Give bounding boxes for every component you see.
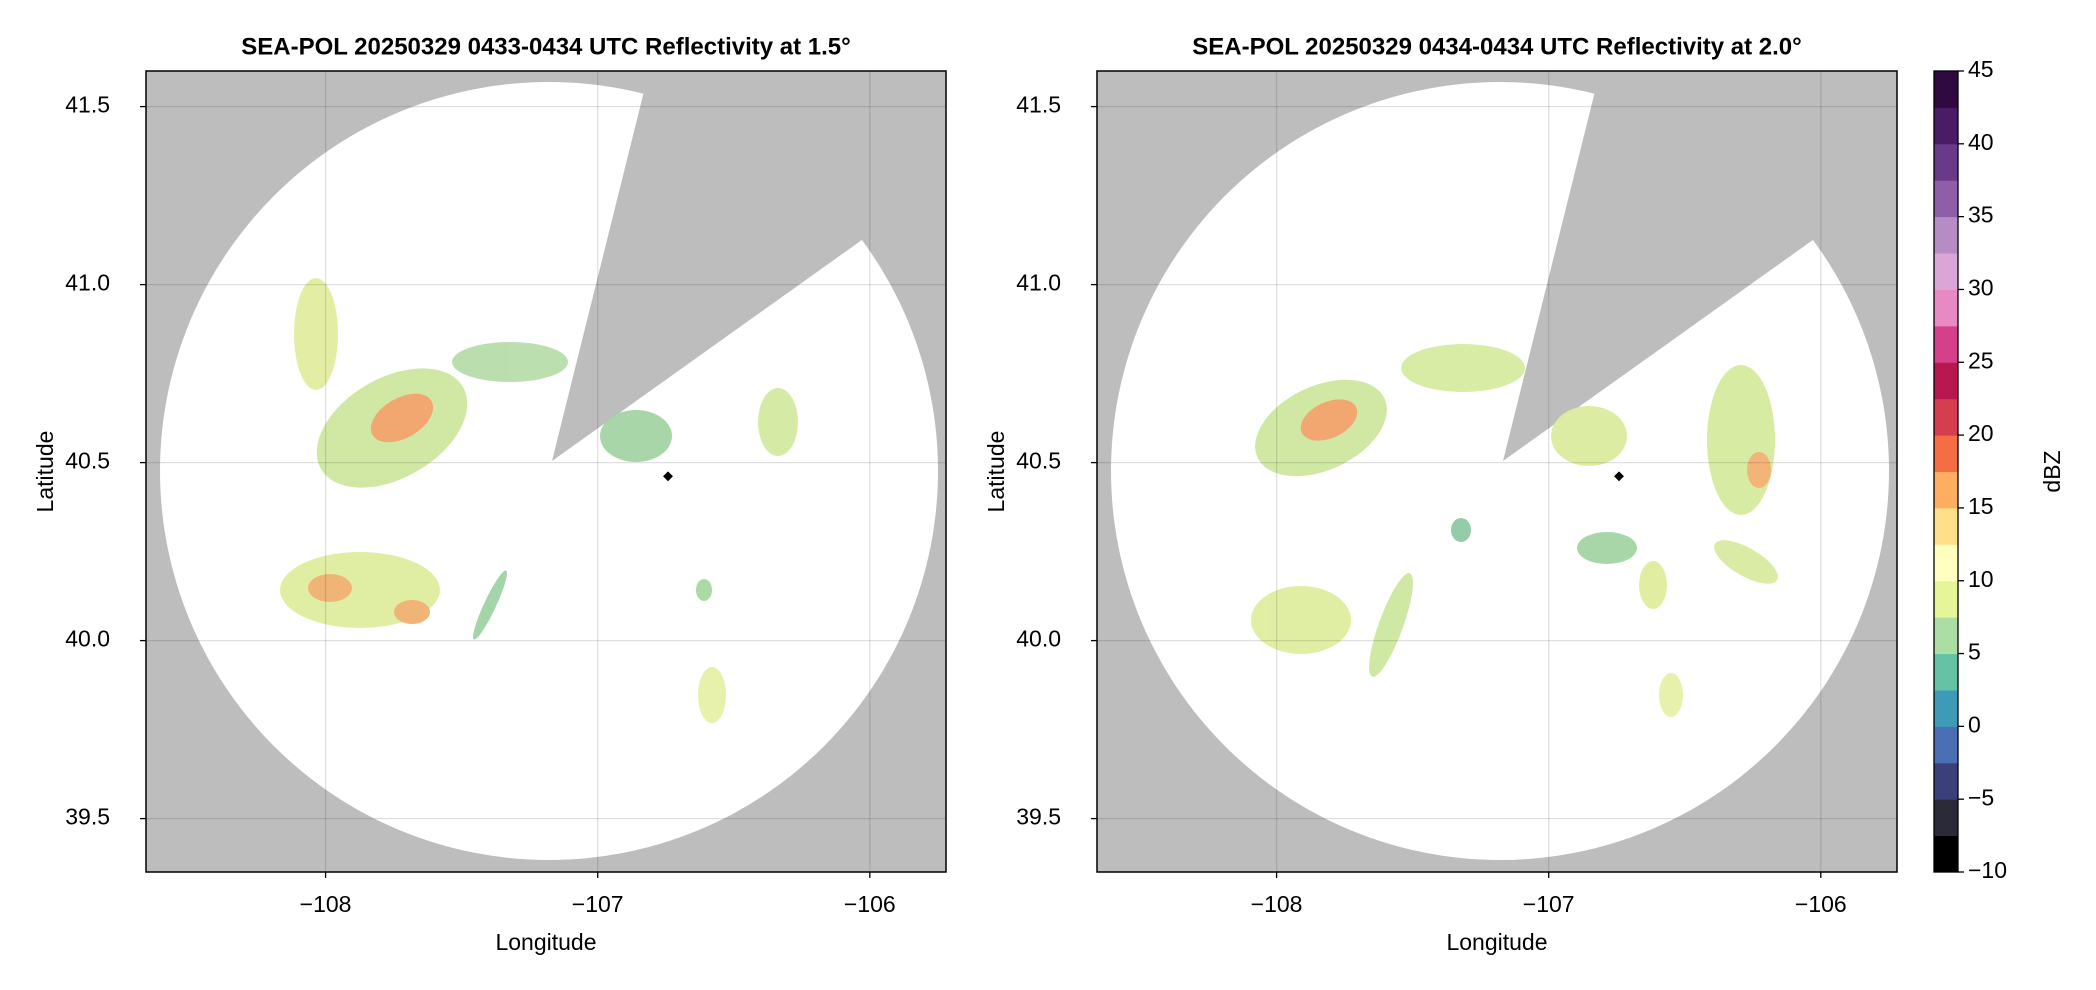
echo bbox=[370, 393, 434, 443]
echo bbox=[1577, 532, 1637, 564]
echo bbox=[758, 388, 798, 456]
echo bbox=[1747, 452, 1771, 488]
colorbar-band bbox=[1934, 289, 1958, 327]
echo bbox=[1251, 586, 1351, 654]
colorbar-frame bbox=[1933, 70, 1959, 873]
radar-site bbox=[1614, 471, 1624, 482]
colorbar-band bbox=[1934, 617, 1958, 655]
x-tick-label: −108 bbox=[1251, 891, 1303, 917]
colorbar-tick-label: 20 bbox=[1968, 420, 1994, 446]
plot-frame bbox=[145, 70, 947, 873]
echo bbox=[1659, 673, 1683, 717]
y-tick-label: 40.5 bbox=[1016, 448, 1061, 474]
x-tick-label: −107 bbox=[1523, 891, 1575, 917]
colorbar-band bbox=[1934, 325, 1958, 363]
blocked-sector bbox=[552, 71, 946, 461]
echo bbox=[1369, 573, 1413, 677]
y-tick-label: 41.5 bbox=[1016, 92, 1061, 118]
colorbar-band bbox=[1934, 71, 1958, 108]
x-tick-label: −106 bbox=[844, 891, 896, 917]
blocked-sector bbox=[1503, 71, 1897, 461]
x-tick-label: −108 bbox=[300, 891, 352, 917]
colorbar-band bbox=[1934, 471, 1958, 509]
y-tick-label: 41.0 bbox=[65, 270, 110, 296]
colorbar-tick-label: −5 bbox=[1968, 784, 1994, 810]
y-tick-label: 41.0 bbox=[1016, 270, 1061, 296]
y-tick-label: 39.5 bbox=[65, 804, 110, 830]
colorbar-band bbox=[1934, 799, 1958, 837]
echo bbox=[452, 342, 568, 382]
echo bbox=[308, 574, 352, 602]
radar-map bbox=[146, 71, 946, 872]
y-tick-label: 40.5 bbox=[65, 448, 110, 474]
echoes bbox=[280, 278, 798, 723]
y-tick-label: 40.0 bbox=[1016, 626, 1061, 652]
echo bbox=[1714, 540, 1778, 584]
plot-frame bbox=[1096, 70, 1898, 873]
echo bbox=[600, 410, 672, 462]
echo bbox=[473, 570, 507, 640]
x-tick-label: −106 bbox=[1795, 891, 1847, 917]
colorbar-band bbox=[1934, 362, 1958, 400]
echo bbox=[1551, 406, 1627, 466]
colorbar-band bbox=[1934, 143, 1958, 181]
colorbar-tick-label: 0 bbox=[1968, 711, 1981, 737]
echo bbox=[294, 278, 338, 390]
echo bbox=[394, 600, 430, 624]
echo bbox=[1401, 344, 1525, 392]
echo bbox=[696, 579, 712, 601]
x-axis-label: Longitude bbox=[495, 929, 596, 955]
radar-map bbox=[1097, 71, 1897, 872]
colorbar-tick-label: 15 bbox=[1968, 493, 1994, 519]
colorbar-band bbox=[1934, 762, 1958, 800]
colorbar-band bbox=[1934, 726, 1958, 764]
echo bbox=[1451, 518, 1471, 542]
colorbar-tick-label: 5 bbox=[1968, 639, 1981, 665]
colorbar-band bbox=[1934, 507, 1958, 545]
echo bbox=[698, 667, 726, 723]
echo bbox=[1300, 399, 1358, 441]
colorbar-band bbox=[1934, 653, 1958, 691]
y-tick-label: 41.5 bbox=[65, 92, 110, 118]
colorbar-band bbox=[1934, 689, 1958, 727]
echo bbox=[1707, 365, 1775, 515]
echoes bbox=[1251, 344, 1778, 717]
colorbar-tick-label: 35 bbox=[1968, 202, 1994, 228]
colorbar-band bbox=[1934, 216, 1958, 254]
colorbar-tick-label: 10 bbox=[1968, 566, 1994, 592]
colorbar-tick-label: 40 bbox=[1968, 129, 1994, 155]
colorbar-band bbox=[1934, 835, 1958, 873]
colorbar-tick-label: 25 bbox=[1968, 347, 1994, 373]
x-axis-label: Longitude bbox=[1446, 929, 1547, 955]
colorbar-band bbox=[1934, 435, 1958, 472]
y-axis-label: Latitude bbox=[32, 431, 58, 513]
chart-title: SEA-POL 20250329 0433-0434 UTC Reflectiv… bbox=[241, 33, 850, 60]
y-tick-label: 39.5 bbox=[1016, 804, 1061, 830]
colorbar-band bbox=[1934, 580, 1958, 618]
colorbar-band bbox=[1934, 544, 1958, 582]
chart-title: SEA-POL 20250329 0434-0434 UTC Reflectiv… bbox=[1192, 33, 1801, 60]
y-axis-label: Latitude bbox=[983, 431, 1009, 513]
colorbar-band bbox=[1934, 398, 1958, 436]
x-tick-label: −107 bbox=[572, 891, 624, 917]
colorbar-band bbox=[1934, 253, 1958, 290]
colorbar-tick-label: 30 bbox=[1968, 275, 1994, 301]
colorbar-band bbox=[1934, 180, 1958, 218]
echo bbox=[1639, 561, 1667, 609]
y-tick-label: 40.0 bbox=[65, 626, 110, 652]
colorbar-tick-label: 45 bbox=[1968, 56, 1994, 82]
radar-site bbox=[663, 471, 673, 482]
colorbar-band bbox=[1934, 107, 1958, 145]
colorbar-tick-label: −10 bbox=[1968, 857, 2007, 883]
colorbar-label: dBZ bbox=[2039, 450, 2065, 492]
